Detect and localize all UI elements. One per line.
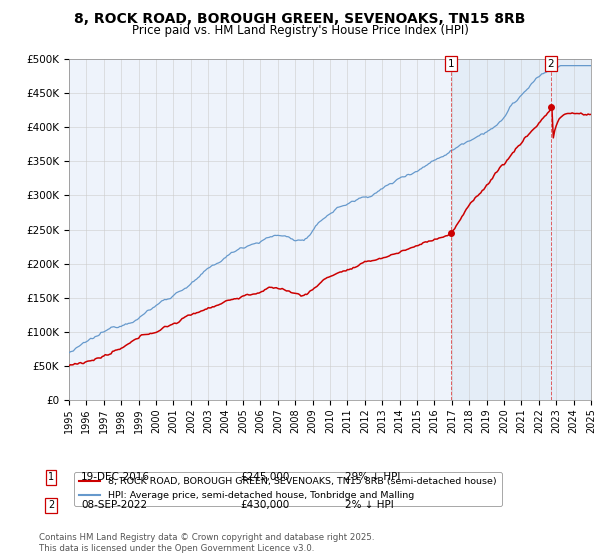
Text: 2% ↓ HPI: 2% ↓ HPI [345, 500, 394, 510]
Legend: 8, ROCK ROAD, BOROUGH GREEN, SEVENOAKS, TN15 8RB (semi-detached house), HPI: Ave: 8, ROCK ROAD, BOROUGH GREEN, SEVENOAKS, … [74, 472, 502, 506]
Text: 1: 1 [48, 472, 54, 482]
Text: 29% ↓ HPI: 29% ↓ HPI [345, 472, 400, 482]
Bar [451, 59, 591, 400]
Text: Contains HM Land Registry data © Crown copyright and database right 2025.
This d: Contains HM Land Registry data © Crown c… [39, 533, 374, 553]
Text: Price paid vs. HM Land Registry's House Price Index (HPI): Price paid vs. HM Land Registry's House … [131, 24, 469, 37]
Text: 2: 2 [547, 59, 554, 69]
Text: 1: 1 [448, 59, 454, 69]
Text: 8, ROCK ROAD, BOROUGH GREEN, SEVENOAKS, TN15 8RB: 8, ROCK ROAD, BOROUGH GREEN, SEVENOAKS, … [74, 12, 526, 26]
Text: 2: 2 [48, 500, 54, 510]
Text: £430,000: £430,000 [240, 500, 289, 510]
Text: £245,000: £245,000 [240, 472, 289, 482]
Text: 19-DEC-2016: 19-DEC-2016 [81, 472, 150, 482]
Text: 08-SEP-2022: 08-SEP-2022 [81, 500, 147, 510]
